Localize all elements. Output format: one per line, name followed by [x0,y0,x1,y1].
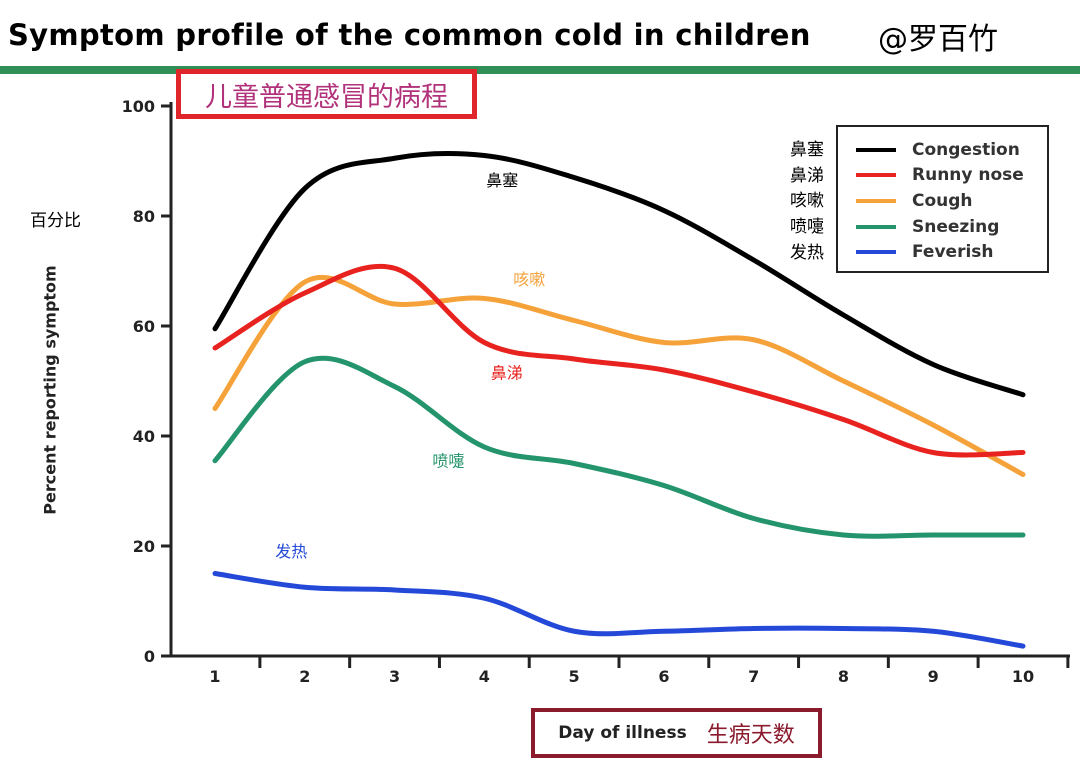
chart-legend: Congestion Runny nose Cough Sneezing Fev… [836,125,1049,273]
legend-swatch [856,147,896,152]
y-tick-label: 0 [144,647,155,666]
x-tick-label: 5 [569,667,580,686]
y-tick-label: 40 [133,427,155,446]
x-axis-label-box: Day of illness 生病天数 [531,708,822,758]
legend-item-runny-nose: Runny nose [838,163,1047,189]
chinese-title: 儿童普通感冒的病程 [205,81,448,113]
y-tick-label: 80 [133,207,155,226]
x-tick-label: 7 [748,667,759,686]
curve-annotation: 鼻涕 [491,363,523,382]
legend-item-feverish: Feverish [838,239,1047,265]
legend-cn-sneezing: 喷嚏 [790,217,824,238]
legend-cn-cough: 咳嗽 [790,191,824,212]
legend-swatch [856,250,896,255]
x-tick-label: 10 [1012,667,1034,686]
x-tick-label: 9 [928,667,939,686]
x-tick-label: 4 [479,667,490,686]
x-tick-label: 3 [389,667,400,686]
legend-label: Feverish [912,242,994,263]
x-tick-label: 8 [838,667,849,686]
legend-item-cough: Cough [838,188,1047,214]
legend-item-congestion: Congestion [838,137,1047,163]
legend-swatch [856,173,896,178]
y-tick-label: 100 [122,97,155,116]
legend-cn-runny-nose: 鼻涕 [790,165,824,186]
x-axis-label-cn: 生病天数 [706,723,795,748]
series-line-sneezing [212,355,1026,539]
chart-title: Symptom profile of the common cold in ch… [8,18,811,52]
legend-swatch [856,198,896,203]
legend-label: Sneezing [912,216,1000,237]
series-line-cough [212,274,1026,477]
legend-label: Congestion [912,139,1020,160]
series-line-runny-nose [212,263,1026,458]
legend-label: Cough [912,190,973,211]
curve-annotation: 喷嚏 [432,451,464,470]
curve-annotation: 鼻塞 [486,171,518,190]
x-tick-label: 1 [209,667,220,686]
x-tick-label: 6 [658,667,669,686]
legend-item-sneezing: Sneezing [838,214,1047,240]
y-tick-label: 60 [133,317,155,336]
legend-cn-congestion: 鼻塞 [790,140,824,161]
x-tick-label: 2 [299,667,310,686]
y-axis-label-cn: 百分比 [30,211,81,231]
y-tick-label: 20 [133,537,155,556]
series-line-feverish [212,571,1026,649]
legend-cn-feverish: 发热 [790,242,824,263]
curve-annotation: 发热 [275,542,307,561]
chinese-title-box: 儿童普通感冒的病程 [176,69,477,119]
header-divider [0,66,1080,74]
x-axis-label: Day of illness [558,723,687,743]
author-watermark: @罗百竹 [878,22,998,57]
legend-cn: 鼻塞 鼻涕 咳嗽 喷嚏 发热 [790,135,824,263]
curve-annotation: 咳嗽 [513,270,545,289]
legend-label: Runny nose [912,165,1024,186]
series-line-congestion [212,150,1026,398]
legend-swatch [856,224,896,229]
